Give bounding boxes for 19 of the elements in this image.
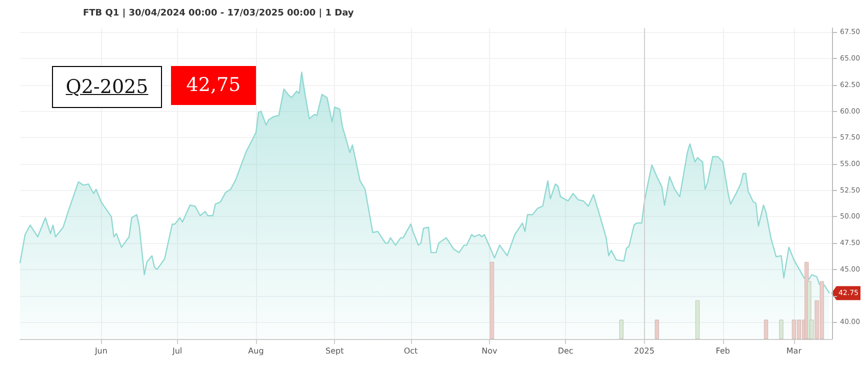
annotation: 42,75 <box>171 66 256 105</box>
bar <box>619 320 624 339</box>
bar <box>654 320 659 339</box>
bar <box>490 262 494 339</box>
chart-title: FTB Q1 | 30/04/2024 00:00 - 17/03/2025 00:00 | 1 Day <box>83 8 354 18</box>
annotation: Q2-2025 <box>52 66 162 108</box>
x-tick-label: Aug <box>248 346 264 356</box>
bar <box>696 300 700 339</box>
x-tick-label: Feb <box>716 346 730 356</box>
x-tick-label: Nov <box>482 346 498 356</box>
x-tick-label: Dec <box>558 346 574 356</box>
x-tick-label: 2025 <box>634 346 654 356</box>
x-tick-label: Jul <box>171 346 182 356</box>
bar <box>764 320 768 339</box>
x-tick-label: Mar <box>786 346 802 356</box>
x-tick-label: Oct <box>404 346 418 356</box>
x-tick-label: Sept <box>326 346 344 356</box>
x-tick-label: Jun <box>94 346 108 356</box>
bar <box>779 320 784 339</box>
